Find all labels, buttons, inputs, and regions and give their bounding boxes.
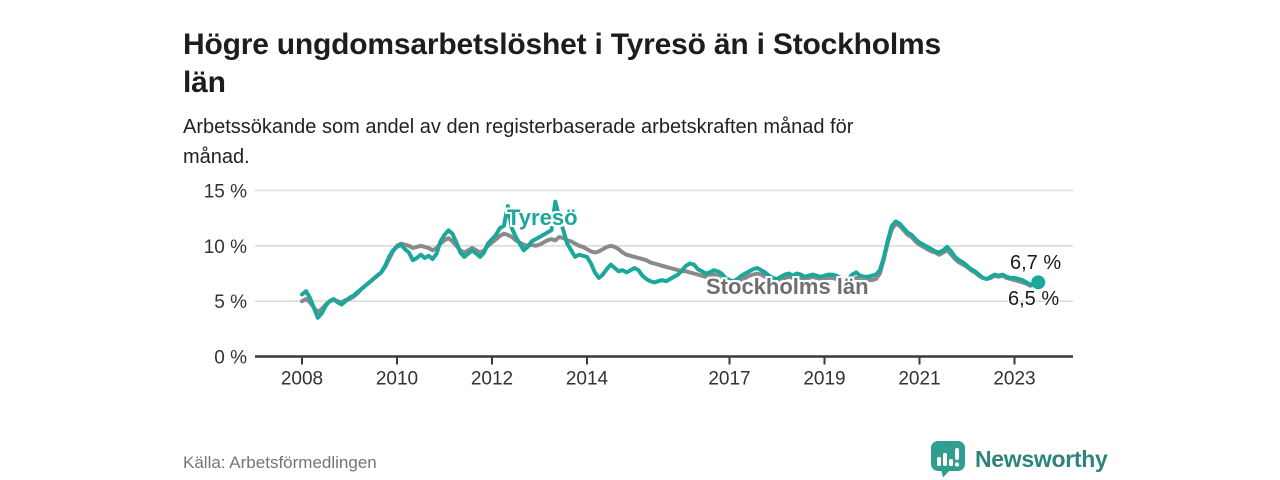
x-tick-label: 2017	[708, 369, 750, 390]
x-tick-label: 2010	[376, 369, 418, 390]
brand-logo: Newsworthy	[930, 440, 1108, 478]
newsworthy-icon	[931, 441, 965, 478]
x-tick-label: 2023	[993, 369, 1035, 390]
page-subtitle: Arbetssökande som andel av den registerb…	[183, 116, 854, 168]
series-label-stockholms-lan: Stockholms län	[706, 274, 869, 299]
end-value-stockholms-lan: 6,5 %	[1008, 288, 1060, 310]
x-tick-label: 2014	[566, 369, 609, 390]
series-label-tyreso: Tyresö	[507, 205, 578, 230]
y-tick-label: 10 %	[204, 237, 247, 258]
y-tick-label: 15 %	[204, 181, 247, 202]
source-note: Källa: Arbetsförmedlingen	[183, 453, 377, 472]
page-title: Högre ungdomsarbetslöshet i Tyresö än i …	[183, 28, 941, 100]
brand-name: Newsworthy	[975, 445, 1108, 472]
x-tick-label: 2012	[471, 369, 513, 390]
y-tick-label: 0 %	[214, 348, 247, 369]
series-line-tyres-	[300, 199, 1041, 320]
x-tick-label: 2008	[281, 369, 323, 390]
y-tick-label: 5 %	[214, 292, 247, 313]
x-tick-label: 2019	[803, 369, 845, 390]
end-value-tyreso: 6,7 %	[1010, 252, 1062, 274]
x-tick-label: 2021	[898, 369, 940, 390]
series-line-stockholms-l-n	[300, 221, 1041, 315]
series-end-dot-tyres-	[1031, 275, 1046, 290]
